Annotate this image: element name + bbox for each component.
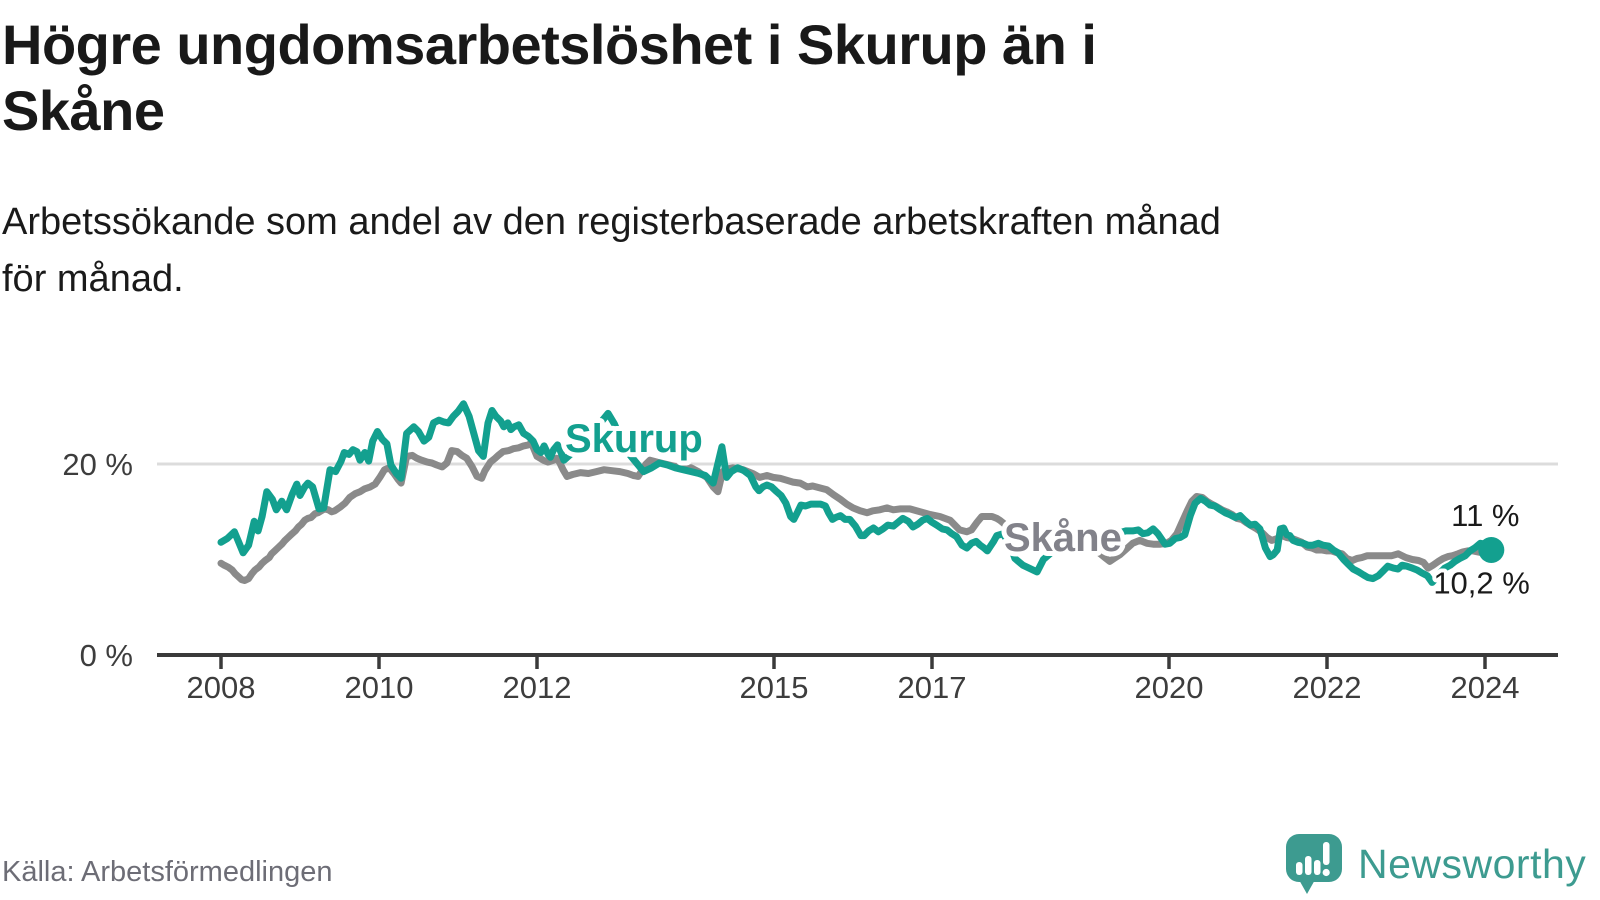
x-tick-label: 2015 <box>740 670 809 705</box>
series-label-skåne: Skåne <box>1004 516 1122 560</box>
newsworthy-bubble-icon <box>1286 834 1342 894</box>
x-tick-label: 2017 <box>898 670 967 705</box>
series-label-skurup: Skurup <box>565 417 703 461</box>
line-skurup <box>217 400 1495 586</box>
x-tick-label: 2008 <box>187 670 256 705</box>
source-note: Källa: Arbetsförmedlingen <box>2 856 333 888</box>
x-tick-label: 2012 <box>503 670 572 705</box>
page-title: Högre ungdomsarbetslöshet i Skurup än i … <box>2 13 1097 143</box>
newsworthy-wordmark: Newsworthy <box>1358 840 1587 887</box>
x-tick-label: 2024 <box>1451 670 1520 705</box>
x-tick-label: 2022 <box>1293 670 1362 705</box>
y-tick-label: 20 % <box>62 447 133 482</box>
x-tick-label: 2020 <box>1135 670 1204 705</box>
chart-subtitle: Arbetssökande som andel av den registerb… <box>2 201 1221 300</box>
x-tick-label: 2010 <box>345 670 414 705</box>
end-value-label-skåne: 10,2 % <box>1433 566 1530 601</box>
end-value-label-skurup: 11 % <box>1451 498 1519 533</box>
newsworthy-logo: Newsworthy <box>1284 832 1586 896</box>
y-tick-label: 0 % <box>80 638 133 673</box>
end-dot-skurup <box>1478 536 1505 563</box>
